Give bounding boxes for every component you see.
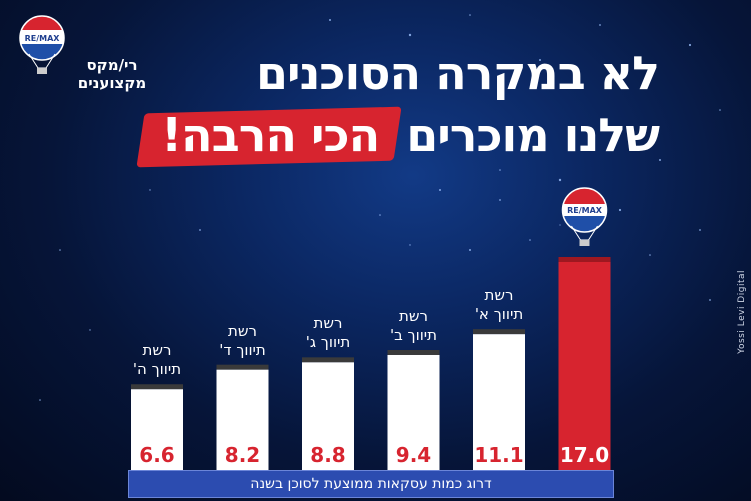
brand-block: RE/MAX רי/מקס מקצוענים	[14, 14, 154, 92]
bar	[558, 262, 611, 470]
bar-top-edge	[302, 357, 354, 363]
bar	[131, 389, 183, 470]
bar-value-label: 6.6	[139, 443, 174, 467]
bar	[473, 334, 525, 470]
category-label: רשת תיווך ב'	[389, 306, 437, 344]
remax-balloon-icon: RE/MAX	[561, 187, 608, 246]
title-highlight: הכי הרבה!	[149, 104, 391, 166]
bar-value-label: 9.4	[396, 443, 431, 467]
bar-top-edge	[216, 364, 269, 370]
category-label: רשת תיווך א'	[474, 286, 524, 324]
bar	[387, 354, 440, 470]
page-title: לא במקרה הסוכנים שלנו מוכרים הכי הרבה!	[143, 42, 660, 166]
bar-top-edge	[131, 384, 183, 390]
bar	[302, 362, 354, 470]
brand-name: רי/מקס מקצוענים	[70, 56, 154, 92]
bar-value-label: 17.0	[560, 443, 609, 467]
bar-top-edge	[387, 349, 440, 355]
bar-top-edge	[558, 257, 611, 262]
category-label: RE/MAX	[567, 206, 603, 215]
watermark: Yossi Levi Digital	[737, 270, 747, 354]
title-line1: לא במקרה הסוכנים	[256, 46, 660, 100]
bar-top-edge	[473, 329, 525, 335]
category-label: רשת תיווך ה'	[132, 341, 182, 379]
bar-value-label: 8.8	[310, 443, 345, 467]
remax-balloon-icon: RE/MAX	[19, 15, 65, 74]
title-line2: שלנו מוכרים הכי הרבה!	[143, 104, 660, 166]
logo-text: RE/MAX	[25, 34, 61, 43]
x-axis-label: דרוג כמות עסקאות ממוצעת לסוכן בשנה	[250, 476, 492, 492]
brand-name-line2: מקצוענים	[77, 74, 147, 92]
bar-value-label: 8.2	[225, 443, 260, 467]
brand-name-line1: רי/מקס	[86, 56, 138, 74]
bar	[216, 369, 269, 470]
x-axis-label-bar: דרוג כמות עסקאות ממוצעת לסוכן בשנה	[128, 470, 614, 498]
title-line2-prefix: שלנו מוכרים	[406, 108, 660, 162]
bar-value-label: 11.1	[474, 443, 523, 467]
category-label: רשת תיווך ד'	[219, 321, 266, 359]
category-label: רשת תיווך ג'	[305, 314, 351, 352]
